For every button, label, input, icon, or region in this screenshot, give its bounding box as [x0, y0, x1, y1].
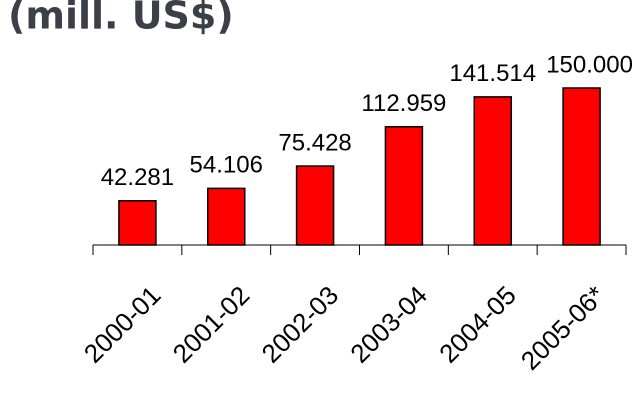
x-tick-label: 2004-05	[433, 280, 522, 369]
data-label: 75.428	[278, 129, 351, 156]
data-label: 54.106	[190, 152, 263, 179]
bar	[118, 199, 157, 246]
bar	[295, 165, 335, 246]
x-tick-label: 2000-01	[78, 280, 167, 369]
x-tick-label: 2003-04	[344, 280, 433, 369]
x-tick-label: 2002-03	[256, 280, 345, 369]
data-label: 150.000	[546, 51, 633, 78]
chart-title: (mill. US$)	[8, 0, 234, 38]
bar	[473, 96, 512, 246]
bar	[562, 87, 601, 246]
data-label: 141.514	[449, 60, 536, 87]
x-tick-label: 2005-06*	[515, 280, 611, 376]
x-tick-label: 2001-02	[167, 280, 256, 369]
bar	[384, 126, 424, 246]
data-label: 42.281	[101, 164, 174, 191]
bar	[207, 187, 246, 246]
data-label: 112.959	[361, 90, 446, 117]
